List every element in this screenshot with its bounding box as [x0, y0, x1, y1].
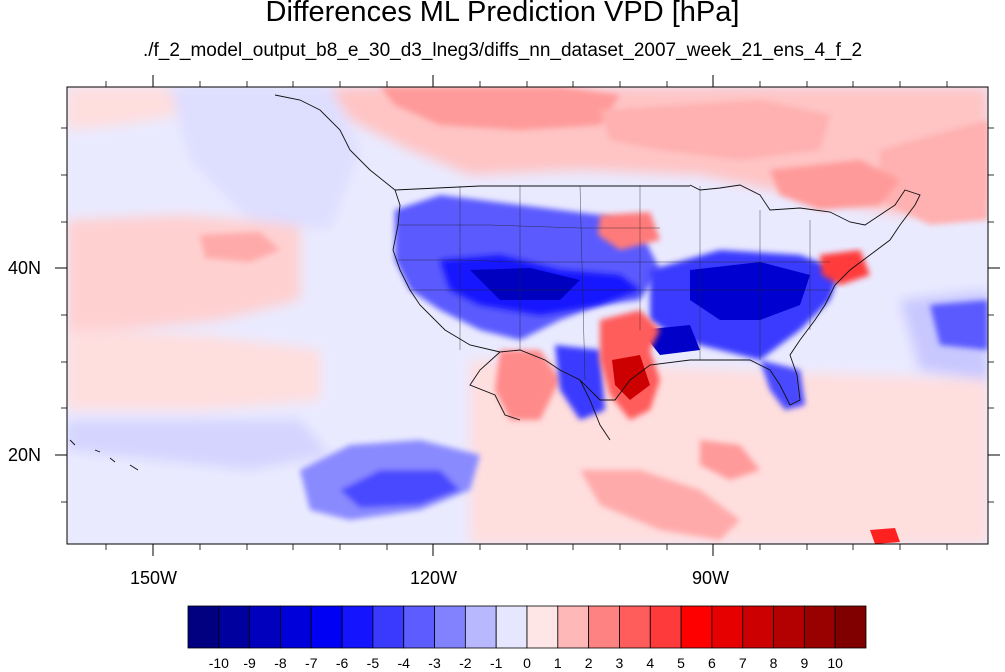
plot-title: Differences ML Prediction VPD [hPa] [265, 0, 740, 28]
colorbar-swatch [434, 605, 466, 649]
colorbar-tick-label: -6 [335, 655, 349, 671]
colorbar-tick-label: 0 [523, 655, 531, 671]
colorbar-tick-label: -10 [208, 655, 229, 671]
plot-subtitle: ./f_2_model_output_b8_e_30_d3_lneg3/diff… [142, 40, 863, 61]
colorbar-tick-label: -7 [305, 655, 318, 671]
colorbar-tick-label: 5 [677, 655, 685, 671]
colorbar-swatch [526, 605, 559, 649]
colorbar-swatch [649, 605, 682, 649]
colorbar-swatch [218, 605, 251, 649]
colorbar [187, 605, 867, 649]
colorbar-swatch [187, 605, 220, 649]
colorbar-swatch [280, 605, 312, 649]
coastlines [69, 94, 921, 471]
colorbar-tick-label: 7 [738, 655, 747, 671]
colorbar-tick-label: 3 [615, 655, 624, 671]
colorbar-swatch [834, 605, 867, 649]
state-borders [398, 185, 830, 381]
colorbar-tick-label: -4 [397, 655, 410, 671]
major-ticks [55, 75, 1000, 556]
colorbar-tick-label: 2 [584, 655, 593, 671]
colorbar-tick-label: -5 [366, 655, 380, 671]
colorbar-swatch [588, 605, 620, 649]
y-tick-label-40n: 40N [8, 258, 42, 278]
x-tick-label-150w: 150W [130, 568, 178, 588]
colorbar-swatch [372, 605, 405, 649]
colorbar-swatch [803, 605, 836, 649]
colorbar-tick-label: 6 [708, 655, 716, 671]
field-medium-shading [200, 87, 988, 540]
colorbar-swatch [711, 605, 744, 649]
colorbar-tick-label: 9 [800, 655, 809, 671]
colorbar-tick-label: 1 [553, 655, 562, 671]
x-tick-label-90w: 90W [692, 568, 730, 588]
map-plot-area [67, 87, 988, 544]
plot-frame [66, 86, 989, 545]
colorbar-swatch [557, 605, 590, 649]
colorbar-tick-label: 8 [769, 655, 778, 671]
colorbar-swatch [619, 605, 651, 649]
colorbar-tick-label: -8 [274, 655, 287, 671]
colorbar-swatch [310, 605, 343, 649]
colorbar-tick-label: -2 [459, 655, 472, 671]
colorbar-swatch [249, 605, 281, 649]
y-tick-label-20n: 20N [8, 445, 42, 465]
colorbar-swatch [742, 605, 774, 649]
colorbar-swatch [680, 605, 713, 649]
colorbar-tick-label: 10 [827, 655, 843, 671]
x-tick-label-120w: 120W [410, 568, 458, 588]
colorbar-swatch [341, 605, 374, 649]
colorbar-tick-label: -3 [428, 655, 441, 671]
colorbar-swatch [403, 605, 435, 649]
colorbar-tick-label: 4 [646, 655, 655, 671]
colorbar-swatch [773, 605, 805, 649]
minor-ticks [61, 81, 994, 550]
colorbar-swatch [495, 605, 528, 649]
colorbar-swatch [464, 605, 497, 649]
texas-red-anomaly [598, 212, 900, 544]
colorbar-tick-label: -9 [243, 655, 256, 671]
colorbar-tick-label: -1 [489, 655, 503, 671]
conus-blue-anomaly [395, 195, 840, 420]
